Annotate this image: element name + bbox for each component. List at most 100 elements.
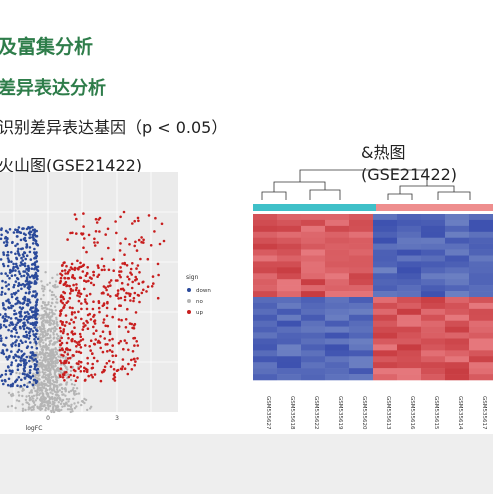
volcano-point bbox=[11, 304, 15, 308]
volcano-point bbox=[33, 247, 36, 251]
volcano-point bbox=[25, 278, 29, 281]
volcano-point bbox=[50, 375, 54, 379]
volcano-point bbox=[95, 329, 98, 332]
volcano-point bbox=[103, 365, 107, 369]
volcano-point bbox=[101, 330, 105, 333]
heatmap-cell bbox=[397, 214, 421, 221]
volcano-point bbox=[81, 232, 85, 235]
volcano-point bbox=[35, 260, 39, 263]
volcano-point bbox=[61, 331, 65, 335]
volcano-point bbox=[4, 272, 7, 275]
volcano-point bbox=[35, 277, 39, 281]
volcano-point bbox=[6, 405, 10, 408]
volcano-point bbox=[74, 288, 78, 292]
heatmap-cell bbox=[421, 344, 445, 351]
heatmap-cell bbox=[325, 267, 349, 274]
volcano-point bbox=[0, 228, 3, 232]
volcano-point bbox=[44, 306, 47, 309]
volcano-point bbox=[83, 397, 86, 401]
volcano-point bbox=[126, 307, 129, 311]
heatmap-cell bbox=[373, 243, 397, 250]
volcano-point bbox=[85, 302, 89, 305]
volcano-point bbox=[36, 397, 39, 400]
volcano-point bbox=[63, 379, 66, 382]
volcano-point bbox=[17, 376, 21, 379]
heatmap-cell bbox=[373, 356, 397, 363]
volcano-point bbox=[11, 382, 15, 386]
volcano-point bbox=[131, 326, 134, 330]
heatmap-cell bbox=[397, 362, 421, 369]
volcano-point bbox=[36, 265, 40, 269]
volcano-point bbox=[2, 251, 5, 254]
volcano-point bbox=[35, 347, 39, 350]
heatmap-cell bbox=[325, 338, 349, 345]
volcano-point bbox=[92, 283, 96, 287]
volcano-point bbox=[43, 397, 47, 401]
volcano-point bbox=[41, 393, 45, 396]
volcano-point bbox=[11, 369, 14, 373]
volcano-point bbox=[17, 226, 21, 229]
volcano-point bbox=[64, 390, 67, 393]
heatmap-cell bbox=[397, 350, 421, 357]
volcano-point bbox=[48, 311, 51, 314]
volcano-point bbox=[17, 363, 21, 366]
volcano-point bbox=[71, 306, 74, 310]
volcano-point bbox=[15, 399, 19, 402]
volcano-point bbox=[55, 379, 59, 382]
volcano-point bbox=[0, 339, 3, 343]
volcano-point bbox=[28, 280, 31, 283]
volcano-point bbox=[90, 277, 93, 280]
volcano-point bbox=[60, 408, 63, 412]
volcano-point bbox=[9, 393, 13, 397]
volcano-point bbox=[53, 371, 57, 374]
volcano-point bbox=[53, 396, 57, 399]
volcano-point bbox=[70, 408, 74, 411]
heatmap-cell bbox=[445, 231, 469, 239]
heatmap-cell bbox=[325, 332, 349, 339]
volcano-point bbox=[3, 317, 7, 321]
volcano-point bbox=[68, 348, 72, 352]
heatmap-cell bbox=[421, 225, 445, 233]
volcano-point bbox=[35, 317, 38, 321]
volcano-point bbox=[51, 313, 54, 316]
volcano-point bbox=[14, 359, 18, 362]
subtitle-text: 识别差异表达基因（p < 0.05） bbox=[0, 118, 228, 137]
volcano-point bbox=[14, 312, 18, 315]
heatmap-cell bbox=[397, 302, 421, 310]
volcano-point bbox=[82, 322, 85, 325]
volcano-point bbox=[36, 309, 40, 312]
volcano-point bbox=[105, 306, 109, 310]
volcano-point bbox=[91, 362, 94, 366]
heatmap-cell bbox=[325, 297, 349, 304]
volcano-point bbox=[18, 254, 21, 257]
volcano-point bbox=[38, 343, 42, 346]
volcano-point bbox=[119, 287, 123, 291]
volcano-point bbox=[151, 275, 155, 278]
volcano-point bbox=[28, 365, 32, 369]
volcano-point bbox=[1, 279, 4, 283]
heatmap-cell bbox=[253, 338, 277, 345]
volcano-point bbox=[52, 327, 55, 330]
heatmap-cell bbox=[325, 308, 349, 316]
volcano-point bbox=[111, 337, 114, 341]
volcano-point bbox=[89, 318, 93, 321]
volcano-point bbox=[137, 282, 141, 285]
volcano-point bbox=[53, 381, 56, 384]
volcano-point bbox=[84, 324, 87, 327]
volcano-point bbox=[51, 319, 54, 322]
volcano-point bbox=[70, 289, 73, 293]
volcano-point bbox=[92, 325, 95, 329]
volcano-point bbox=[59, 295, 63, 299]
volcano-point bbox=[111, 344, 114, 347]
volcano-point bbox=[14, 325, 17, 329]
volcano-point bbox=[40, 321, 44, 324]
volcano-point bbox=[24, 398, 28, 402]
volcano-point bbox=[54, 280, 58, 283]
heatmap-cell bbox=[469, 214, 493, 221]
volcano-point bbox=[35, 342, 38, 345]
volcano-point bbox=[78, 332, 82, 336]
volcano-point bbox=[61, 356, 65, 359]
volcano-point bbox=[60, 361, 63, 365]
volcano-point bbox=[97, 300, 101, 303]
volcano-point bbox=[27, 394, 31, 398]
